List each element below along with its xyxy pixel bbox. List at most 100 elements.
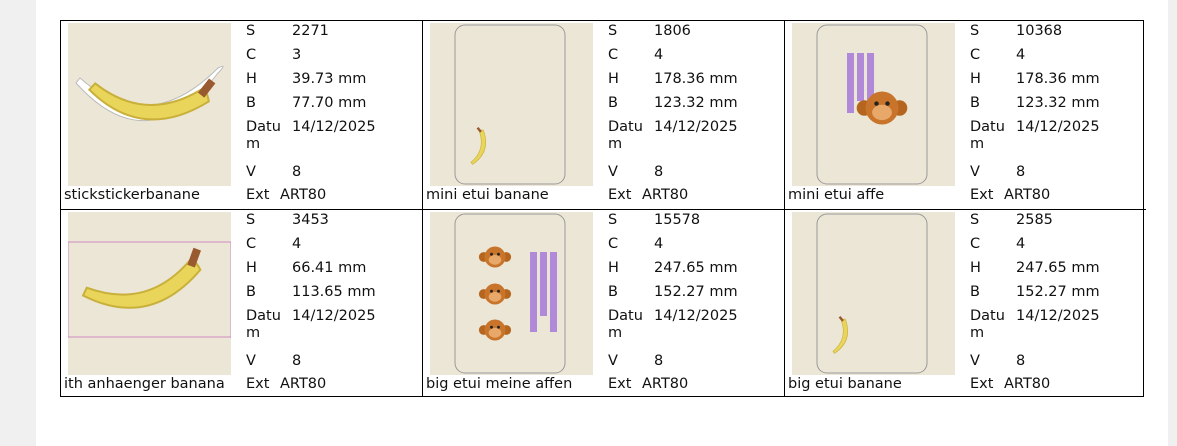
field-value: 123.32 mm (1016, 95, 1100, 111)
design-name: big etui meine affen (426, 376, 573, 392)
field-label: B (608, 95, 618, 111)
field-label: H (608, 71, 619, 87)
design-cell: mini etui banane S 1806 C 4 H 178.36 mm B 123.32… (422, 21, 784, 209)
design-table: stickstickerbanane S 2271 C 3 H 39.73 mm B 77.70… (60, 20, 1146, 397)
field-label: C (246, 236, 257, 252)
field-value: 39.73 mm (292, 71, 367, 87)
field-value: 4 (654, 236, 664, 252)
field-value: ART80 (642, 376, 689, 392)
field-label: H (246, 260, 257, 276)
design-name: mini etui banane (426, 187, 549, 203)
design-thumbnail (792, 23, 955, 186)
field-label: C (246, 47, 257, 63)
field-label: S (246, 23, 256, 39)
design-cell: stickstickerbanane S 2271 C 3 H 39.73 mm B 77.70… (61, 21, 423, 209)
design-preview (816, 24, 928, 185)
field-value: 14/12/2025 (654, 308, 738, 324)
field-label: Ext (608, 376, 632, 392)
field-value: 14/12/2025 (292, 119, 376, 135)
field-value: 4 (654, 47, 664, 63)
field-value: ART80 (642, 187, 689, 203)
field-value: 8 (292, 353, 302, 369)
design-thumbnail (792, 212, 955, 375)
field-value: 15578 (654, 212, 701, 228)
design-thumbnail (430, 212, 593, 375)
field-label: C (970, 47, 981, 63)
field-value: 113.65 mm (292, 284, 376, 300)
design-preview (816, 213, 928, 374)
field-value: 3453 (292, 212, 329, 228)
field-label: B (246, 284, 256, 300)
field-value: 2271 (292, 23, 329, 39)
field-label: Ext (970, 187, 994, 203)
design-preview (454, 24, 566, 185)
field-label: B (246, 95, 256, 111)
field-value: 14/12/2025 (1016, 308, 1100, 324)
field-value: 247.65 mm (654, 260, 738, 276)
field-value: 178.36 mm (1016, 71, 1100, 87)
design-thumbnail (430, 23, 593, 186)
field-label: S (608, 212, 618, 228)
field-value: 123.32 mm (654, 95, 738, 111)
design-cell: mini etui affe S 10368 C 4 H 178.36 mm B 123.32 … (784, 21, 1146, 209)
field-value: 4 (292, 236, 302, 252)
field-value: ART80 (1004, 187, 1051, 203)
field-label: Datum (246, 308, 281, 341)
design-cell: ith anhaenger banana S 3453 C 4 H 66.41 mm B 113… (61, 209, 423, 397)
field-label: Datum (608, 308, 643, 341)
field-label: H (970, 71, 981, 87)
field-label: Ext (246, 376, 270, 392)
design-name: stickstickerbanane (64, 187, 200, 203)
field-label: V (608, 164, 618, 180)
field-label: Datum (608, 119, 643, 152)
field-value: ART80 (280, 376, 327, 392)
field-label: B (608, 284, 618, 300)
field-label: V (246, 164, 256, 180)
design-name: big etui banane (788, 376, 902, 392)
field-label: C (608, 236, 619, 252)
field-label: H (970, 260, 981, 276)
field-label: B (970, 95, 980, 111)
field-label: V (970, 353, 980, 369)
design-preview (454, 213, 566, 374)
field-value: 14/12/2025 (292, 308, 376, 324)
field-label: H (608, 260, 619, 276)
field-label: B (970, 284, 980, 300)
design-cell: big etui meine affen S 15578 C 4 H 247.65 mm B 1… (422, 209, 784, 397)
design-cell: big etui banane S 2585 C 4 H 247.65 mm B 152.27 … (784, 209, 1146, 397)
field-value: 4 (1016, 236, 1026, 252)
field-label: S (246, 212, 256, 228)
field-value: 66.41 mm (292, 260, 367, 276)
field-value: 2585 (1016, 212, 1053, 228)
field-value: ART80 (1004, 376, 1051, 392)
design-preview (67, 241, 232, 338)
field-value: 178.36 mm (654, 71, 738, 87)
design-preview (75, 65, 224, 121)
field-value: 77.70 mm (292, 95, 367, 111)
field-value: 14/12/2025 (654, 119, 738, 135)
field-label: Ext (246, 187, 270, 203)
field-value: 4 (1016, 47, 1026, 63)
field-label: C (970, 236, 981, 252)
field-label: Datum (970, 308, 1005, 341)
field-value: 8 (654, 164, 664, 180)
field-value: 8 (654, 353, 664, 369)
field-value: 14/12/2025 (1016, 119, 1100, 135)
field-value: 3 (292, 47, 302, 63)
field-value: 247.65 mm (1016, 260, 1100, 276)
field-label: S (608, 23, 618, 39)
design-name: mini etui affe (788, 187, 885, 203)
field-value: 8 (1016, 164, 1026, 180)
field-value: 152.27 mm (1016, 284, 1100, 300)
field-value: ART80 (280, 187, 327, 203)
field-label: S (970, 212, 980, 228)
field-label: C (608, 47, 619, 63)
design-name: ith anhaenger banana (64, 376, 225, 392)
page: stickstickerbanane S 2271 C 3 H 39.73 mm B 77.70… (36, 0, 1168, 446)
field-label: Datum (246, 119, 281, 152)
field-label: V (246, 353, 256, 369)
design-thumbnail (67, 212, 232, 375)
field-label: Ext (608, 187, 632, 203)
field-value: 10368 (1016, 23, 1063, 39)
field-value: 1806 (654, 23, 691, 39)
